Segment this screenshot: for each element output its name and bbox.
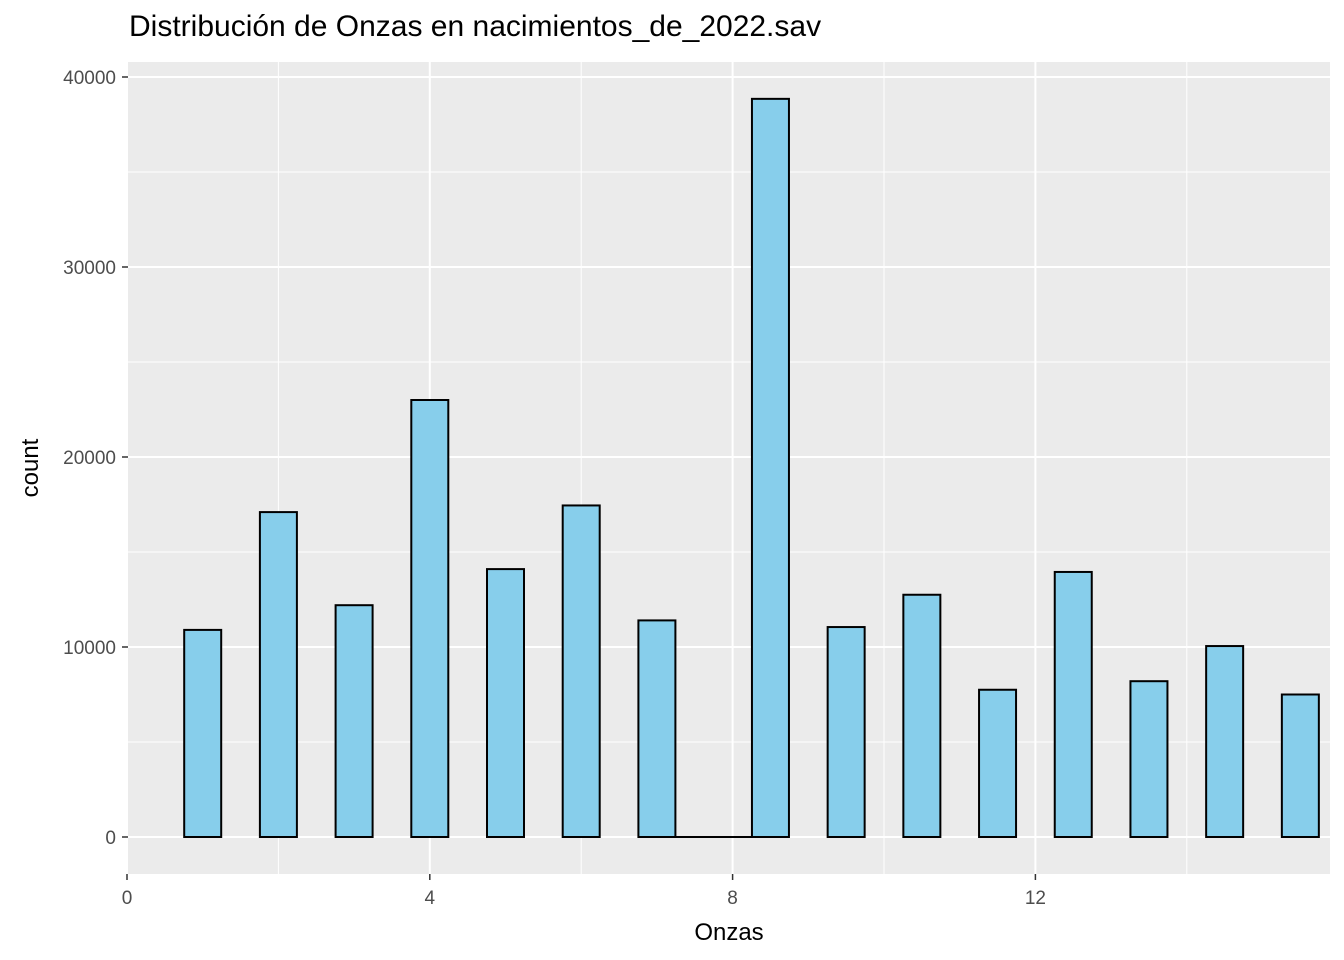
bar <box>258 511 298 838</box>
bar <box>486 568 525 838</box>
x-tick-label: 4 <box>425 888 436 909</box>
x-axis-title: Onzas <box>694 919 763 946</box>
bar <box>183 628 223 839</box>
bar <box>334 604 374 839</box>
x-tick-label: 12 <box>1025 888 1046 909</box>
bar <box>1205 645 1245 838</box>
bar <box>826 626 866 838</box>
chart-title: Distribución de Onzas en nacimientos_de_… <box>129 10 822 43</box>
y-tick-label: 20000 <box>63 448 116 469</box>
y-tick-label: 40000 <box>63 68 116 89</box>
x-tick-label: 8 <box>727 888 738 909</box>
y-tick-label: 0 <box>105 828 116 849</box>
bar <box>410 399 450 838</box>
bar <box>1280 693 1320 838</box>
bar <box>902 593 942 838</box>
y-axis-title: count <box>17 438 44 497</box>
x-tick-label: 0 <box>122 888 133 909</box>
bar <box>978 688 1018 838</box>
bar <box>750 97 790 839</box>
bar <box>637 619 677 839</box>
bar <box>561 504 601 838</box>
y-tick-label: 10000 <box>63 638 116 659</box>
bar <box>1129 680 1169 839</box>
bar <box>1053 570 1093 838</box>
y-tick-label: 30000 <box>63 258 116 279</box>
